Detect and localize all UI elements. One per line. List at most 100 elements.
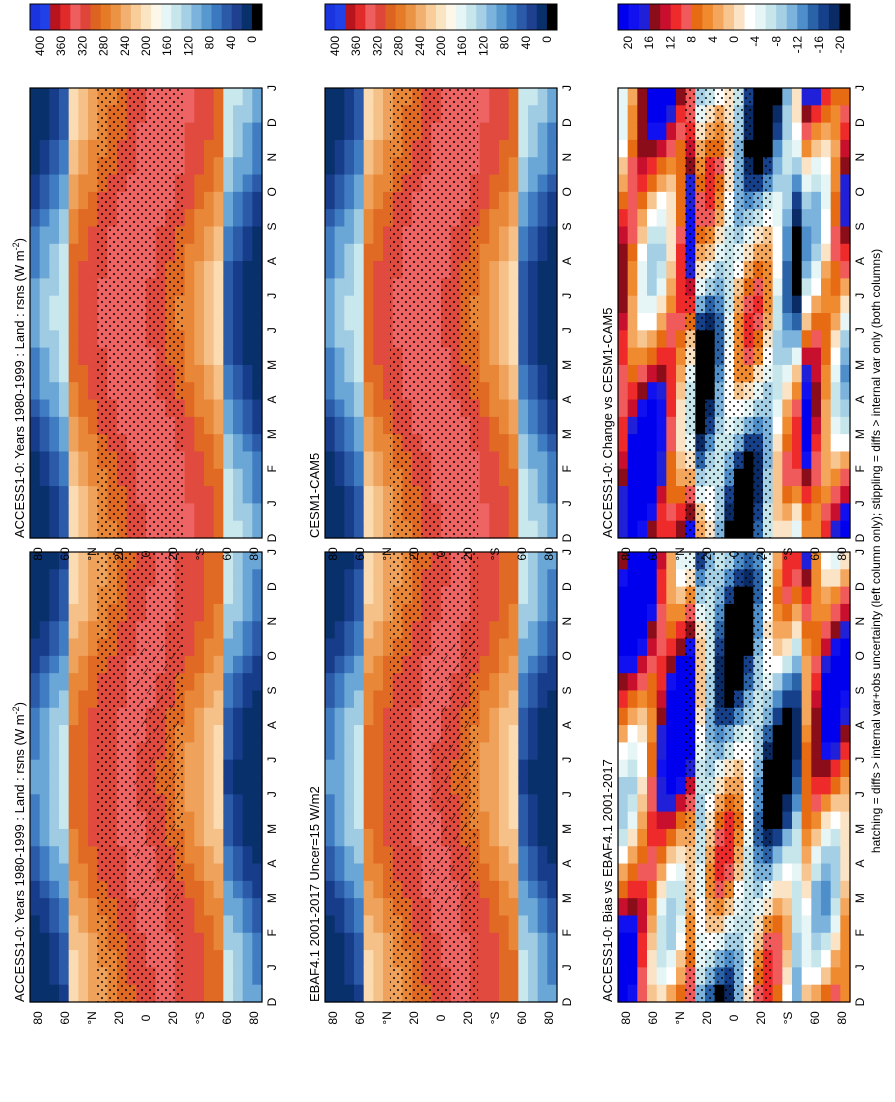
heat-cell bbox=[647, 915, 658, 934]
colorbar-swatch bbox=[546, 4, 558, 30]
heat-cell bbox=[618, 811, 629, 830]
heat-cell bbox=[68, 950, 79, 968]
heat-cell bbox=[508, 434, 519, 453]
colorbar-swatch bbox=[345, 4, 356, 30]
heat-cell bbox=[213, 794, 224, 813]
heat-cell bbox=[59, 880, 70, 899]
heat-cell bbox=[811, 382, 822, 401]
heat-cell bbox=[373, 586, 384, 605]
heat-cell bbox=[547, 638, 558, 657]
heat-cell bbox=[811, 932, 822, 951]
heat-cell bbox=[528, 382, 539, 401]
heat-cell bbox=[627, 105, 638, 124]
heat-cell bbox=[508, 295, 519, 314]
heat-cell bbox=[383, 434, 394, 453]
heat-cell bbox=[68, 742, 79, 761]
heat-cell bbox=[676, 278, 687, 297]
heat-cell bbox=[59, 984, 70, 1003]
heat-cell bbox=[801, 828, 812, 847]
heat-cell bbox=[547, 984, 558, 1003]
heat-cell bbox=[627, 88, 638, 106]
heat-cell bbox=[59, 382, 70, 401]
heat-cell bbox=[344, 105, 355, 124]
heat-cell bbox=[49, 707, 60, 726]
heat-cell bbox=[334, 880, 345, 899]
heat-cell bbox=[252, 794, 263, 813]
heat-cell bbox=[647, 105, 658, 124]
heat-cell bbox=[344, 278, 355, 297]
colorbar-tick-label: 280 bbox=[392, 36, 406, 56]
heat-cell bbox=[373, 950, 384, 968]
heat-cell bbox=[508, 967, 519, 986]
heat-cell bbox=[627, 139, 638, 158]
heat-cell bbox=[383, 552, 394, 570]
heat-cell bbox=[547, 209, 558, 228]
heat-cell bbox=[184, 794, 195, 813]
heat-cell bbox=[373, 330, 384, 349]
heat-cell bbox=[792, 811, 803, 830]
heat-cell bbox=[821, 278, 832, 297]
heat-cell bbox=[840, 950, 851, 968]
heat-cell bbox=[801, 451, 812, 470]
heat-cell bbox=[88, 984, 99, 1003]
heat-cell bbox=[801, 330, 812, 349]
heat-cell bbox=[325, 88, 336, 106]
heat-cell bbox=[363, 586, 374, 605]
heat-cell bbox=[772, 915, 783, 934]
heat-cell bbox=[242, 243, 253, 262]
heat-cell bbox=[184, 898, 195, 917]
heat-cell bbox=[223, 932, 234, 951]
heat-cell bbox=[194, 261, 205, 279]
heat-cell bbox=[518, 880, 529, 899]
lat-tick-label: 80 bbox=[247, 547, 261, 561]
heat-cell bbox=[194, 552, 205, 570]
heat-cell bbox=[508, 586, 519, 605]
month-tick-label: J bbox=[853, 500, 867, 506]
heat-cell bbox=[840, 621, 851, 640]
heat-cell bbox=[676, 863, 687, 882]
heat-cell bbox=[772, 759, 783, 778]
heat-cell bbox=[78, 655, 89, 674]
heat-cell bbox=[627, 174, 638, 193]
heat-cell bbox=[508, 416, 519, 435]
month-tick-label: F bbox=[560, 929, 574, 936]
heat-cell bbox=[30, 88, 41, 106]
heat-cell bbox=[666, 863, 677, 882]
lat-tick-label: 20 bbox=[700, 547, 714, 561]
heat-cell bbox=[49, 209, 60, 228]
heat-cell bbox=[88, 486, 99, 504]
heat-cell bbox=[68, 278, 79, 297]
heat-cell bbox=[666, 295, 677, 314]
heat-cell bbox=[772, 313, 783, 331]
heat-cell bbox=[782, 209, 793, 228]
heat-cell bbox=[792, 503, 803, 522]
heat-cell bbox=[184, 621, 195, 640]
stipple-overlay bbox=[682, 88, 772, 538]
heat-cell bbox=[508, 915, 519, 934]
heat-cell bbox=[49, 621, 60, 640]
heat-cell bbox=[184, 503, 195, 522]
heat-cell bbox=[363, 243, 374, 262]
heat-cell bbox=[499, 486, 510, 504]
heat-cell bbox=[821, 451, 832, 470]
heat-cell bbox=[508, 347, 519, 366]
heat-cell bbox=[637, 552, 648, 570]
heat-cell bbox=[223, 105, 234, 124]
heat-cell bbox=[537, 898, 548, 917]
heat-cell bbox=[508, 261, 519, 279]
heat-cell bbox=[830, 364, 841, 383]
heat-cell bbox=[647, 603, 658, 622]
heat-cell bbox=[537, 690, 548, 709]
heat-cell bbox=[676, 364, 687, 383]
heat-cell bbox=[821, 347, 832, 366]
heat-cell bbox=[676, 915, 687, 934]
heat-cell bbox=[59, 915, 70, 934]
heat-cell bbox=[792, 434, 803, 453]
heat-cell bbox=[647, 88, 658, 106]
heat-cell bbox=[344, 863, 355, 882]
heat-cell bbox=[213, 655, 224, 674]
heat-cell bbox=[30, 794, 41, 813]
heat-cell bbox=[518, 984, 529, 1003]
heat-cell bbox=[30, 347, 41, 366]
heat-cell bbox=[344, 586, 355, 605]
